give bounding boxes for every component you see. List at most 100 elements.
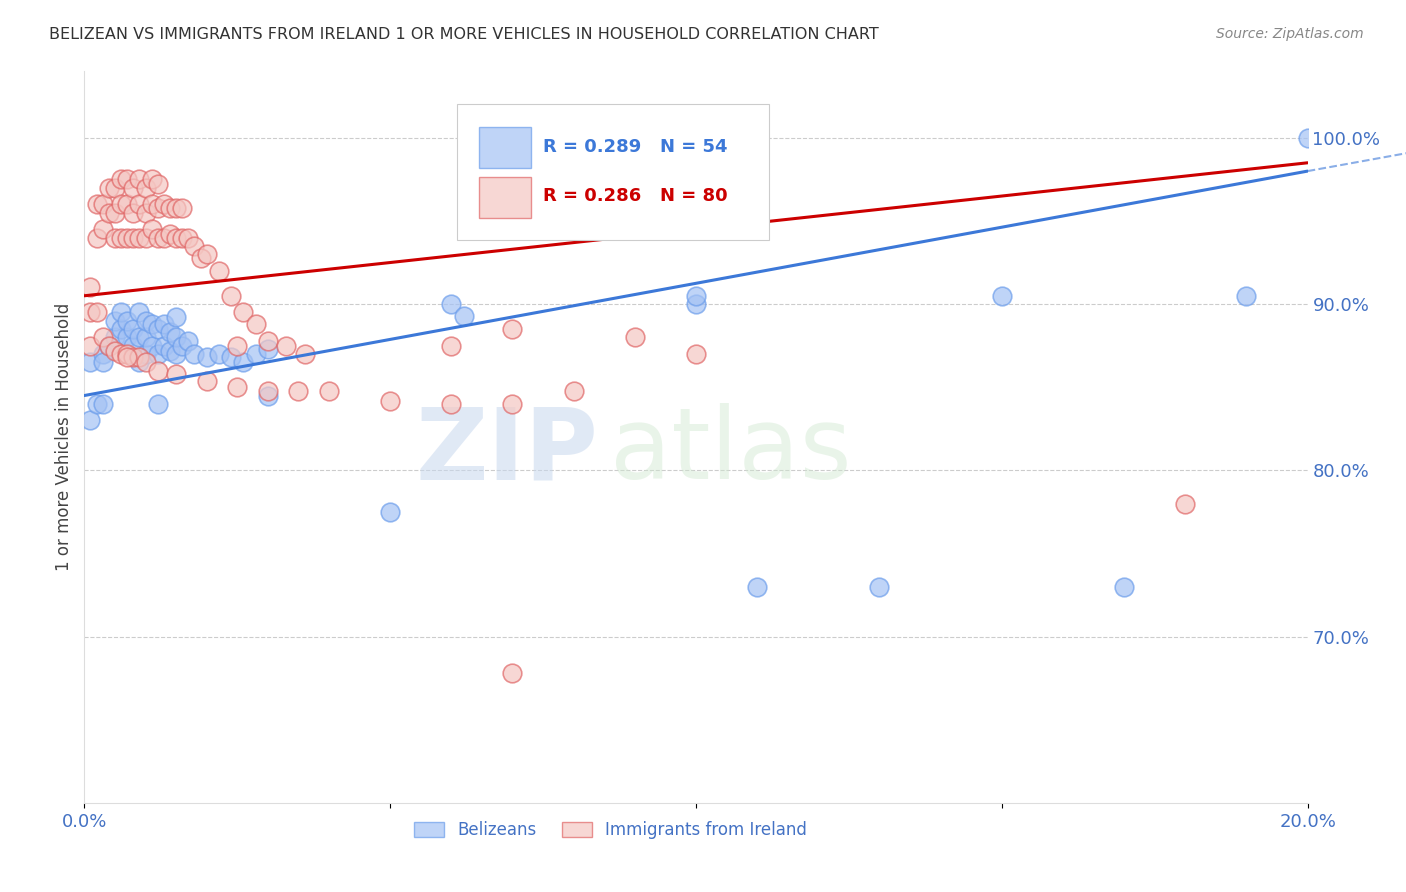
Text: BELIZEAN VS IMMIGRANTS FROM IRELAND 1 OR MORE VEHICLES IN HOUSEHOLD CORRELATION : BELIZEAN VS IMMIGRANTS FROM IRELAND 1 OR…: [49, 27, 879, 42]
Point: [104, 230, 127, 244]
Point: [287, 384, 309, 398]
Point: [276, 339, 298, 353]
Point: [165, 367, 187, 381]
Point: [122, 230, 145, 244]
Point: [91, 197, 114, 211]
Point: [86, 197, 108, 211]
Text: atlas: atlas: [610, 403, 852, 500]
Point: [128, 305, 150, 319]
Point: [91, 347, 114, 361]
Point: [172, 230, 194, 244]
Point: [165, 347, 187, 361]
Point: [153, 230, 176, 244]
Point: [86, 397, 108, 411]
Point: [104, 180, 127, 194]
Point: [86, 305, 108, 319]
Point: [128, 230, 150, 244]
Text: R = 0.289   N = 54: R = 0.289 N = 54: [543, 137, 727, 156]
Point: [128, 330, 150, 344]
Point: [91, 222, 114, 236]
Point: [440, 397, 463, 411]
Point: [165, 330, 187, 344]
Legend: Belizeans, Immigrants from Ireland: Belizeans, Immigrants from Ireland: [408, 814, 814, 846]
Point: [153, 197, 176, 211]
FancyBboxPatch shape: [479, 127, 531, 168]
Point: [110, 322, 132, 336]
Point: [91, 355, 114, 369]
Point: [177, 230, 200, 244]
Point: [1174, 497, 1197, 511]
Point: [232, 305, 254, 319]
Point: [135, 314, 157, 328]
Point: [245, 317, 267, 331]
Point: [135, 230, 157, 244]
Point: [440, 297, 463, 311]
Point: [135, 330, 157, 344]
Point: [115, 330, 138, 344]
Point: [195, 351, 218, 365]
Point: [128, 172, 150, 186]
Point: [195, 374, 218, 388]
Point: [146, 347, 169, 361]
Point: [122, 322, 145, 336]
FancyBboxPatch shape: [479, 177, 531, 218]
Point: [146, 322, 169, 336]
Point: [141, 172, 163, 186]
Point: [79, 355, 101, 369]
Point: [115, 172, 138, 186]
Point: [122, 351, 145, 365]
Point: [165, 310, 187, 325]
Point: [685, 289, 707, 303]
Text: Source: ZipAtlas.com: Source: ZipAtlas.com: [1216, 27, 1364, 41]
Point: [685, 297, 707, 311]
Point: [219, 351, 242, 365]
Point: [219, 289, 242, 303]
Point: [79, 280, 101, 294]
Point: [257, 334, 280, 348]
Point: [110, 230, 132, 244]
Point: [135, 205, 157, 219]
Point: [165, 230, 187, 244]
Point: [110, 305, 132, 319]
Point: [122, 205, 145, 219]
Point: [165, 201, 187, 215]
Point: [502, 322, 524, 336]
Point: [153, 317, 176, 331]
Text: R = 0.286   N = 80: R = 0.286 N = 80: [543, 187, 728, 205]
Point: [104, 330, 127, 344]
Point: [91, 397, 114, 411]
Point: [104, 343, 127, 358]
Point: [128, 351, 150, 365]
Point: [183, 239, 205, 253]
Point: [991, 289, 1014, 303]
Point: [562, 384, 585, 398]
Point: [115, 314, 138, 328]
Point: [159, 227, 181, 242]
Point: [146, 363, 169, 377]
Point: [141, 222, 163, 236]
Point: [79, 413, 101, 427]
Point: [97, 339, 120, 353]
Point: [122, 339, 145, 353]
Point: [115, 351, 138, 365]
Point: [146, 397, 169, 411]
Point: [115, 347, 138, 361]
Point: [115, 230, 138, 244]
Point: [153, 339, 176, 353]
Point: [122, 180, 145, 194]
Point: [79, 339, 101, 353]
Point: [380, 505, 402, 519]
Point: [177, 334, 200, 348]
Point: [146, 201, 169, 215]
Point: [159, 326, 181, 340]
Point: [208, 347, 231, 361]
Point: [294, 347, 316, 361]
Point: [257, 388, 280, 402]
Point: [183, 347, 205, 361]
Point: [135, 355, 157, 369]
Point: [135, 180, 157, 194]
Point: [380, 393, 402, 408]
Point: [747, 580, 769, 594]
Point: [115, 197, 138, 211]
Point: [128, 197, 150, 211]
